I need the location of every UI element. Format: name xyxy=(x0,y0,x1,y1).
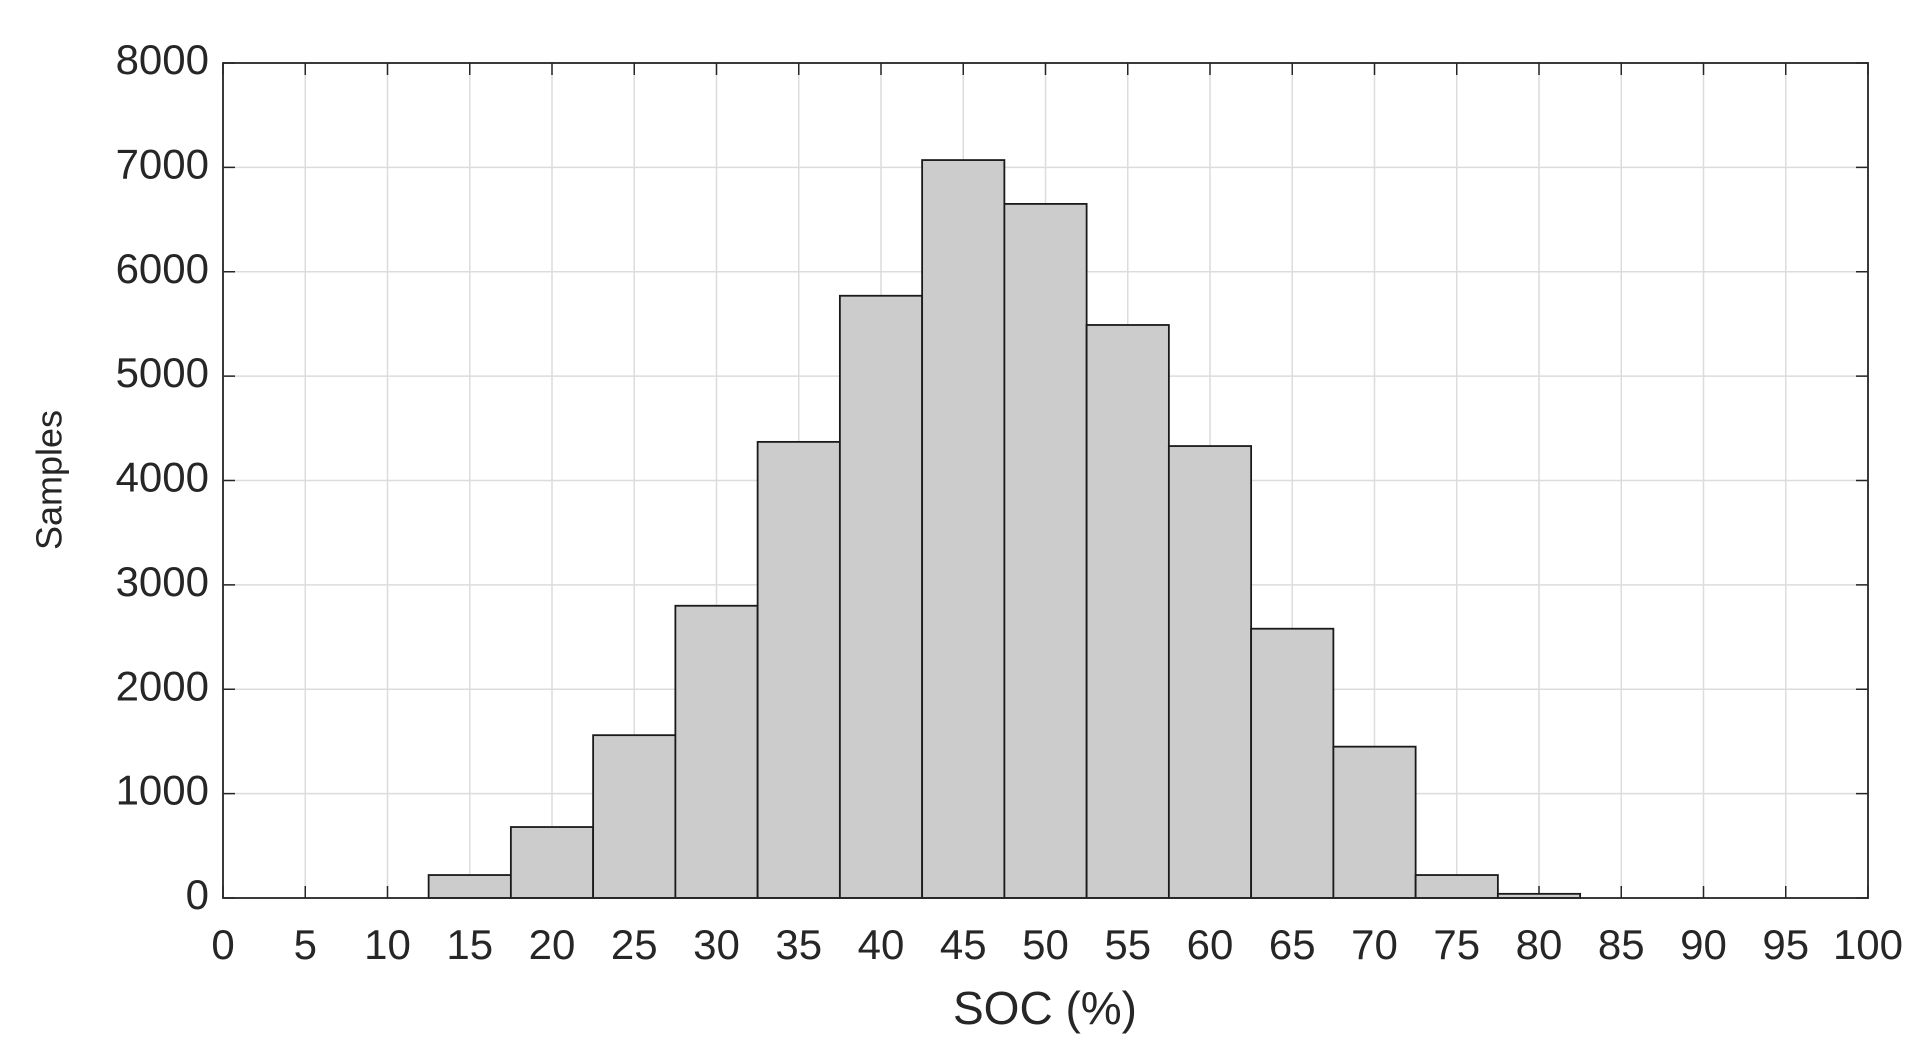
x-tick-label: 5 xyxy=(294,921,317,968)
x-tick-label: 45 xyxy=(940,921,987,968)
x-tick-label: 25 xyxy=(611,921,658,968)
y-tick-label: 2000 xyxy=(116,662,209,709)
bar xyxy=(674,604,759,899)
x-tick-label: 0 xyxy=(211,921,234,968)
plot-frame xyxy=(222,62,1869,899)
x-tick-label: 70 xyxy=(1351,921,1398,968)
y-axis-label: Samples xyxy=(29,410,70,550)
x-tick-label: 95 xyxy=(1762,921,1809,968)
bar xyxy=(509,826,595,899)
bar xyxy=(1250,627,1335,899)
bar xyxy=(592,734,677,899)
x-tick-label: 65 xyxy=(1269,921,1316,968)
x-tick-label: 50 xyxy=(1022,921,1069,968)
x-tick-label: 20 xyxy=(529,921,576,968)
x-tick-label: 80 xyxy=(1516,921,1563,968)
x-tick-label: 75 xyxy=(1433,921,1480,968)
bar xyxy=(1085,324,1170,899)
bar xyxy=(1414,874,1499,899)
bar xyxy=(921,159,1006,899)
y-tick-label: 7000 xyxy=(116,140,209,187)
x-tick-label: 40 xyxy=(858,921,905,968)
y-tick-label: 1000 xyxy=(116,767,209,814)
y-tick-label: 6000 xyxy=(116,245,209,292)
y-tick-label: 8000 xyxy=(116,36,209,83)
bar xyxy=(756,440,841,899)
x-tick-label: 85 xyxy=(1598,921,1645,968)
x-tick-label: 90 xyxy=(1680,921,1727,968)
x-tick-label: 10 xyxy=(364,921,411,968)
x-tick-label: 30 xyxy=(693,921,740,968)
x-tick-label: 15 xyxy=(446,921,493,968)
x-axis-label: SOC (%) xyxy=(953,982,1137,1034)
bar xyxy=(427,874,512,899)
y-tick-label: 4000 xyxy=(116,454,209,501)
y-tick-label: 0 xyxy=(186,871,209,918)
bar xyxy=(838,294,924,899)
bar xyxy=(1332,745,1417,899)
x-tick-label: 100 xyxy=(1833,921,1903,968)
bar xyxy=(1167,445,1253,899)
y-tick-label: 3000 xyxy=(116,558,209,605)
x-tick-label: 60 xyxy=(1187,921,1234,968)
x-tick-label: 55 xyxy=(1104,921,1151,968)
bar xyxy=(1003,203,1088,899)
y-tick-label: 5000 xyxy=(116,349,209,396)
x-tick-label: 35 xyxy=(775,921,822,968)
